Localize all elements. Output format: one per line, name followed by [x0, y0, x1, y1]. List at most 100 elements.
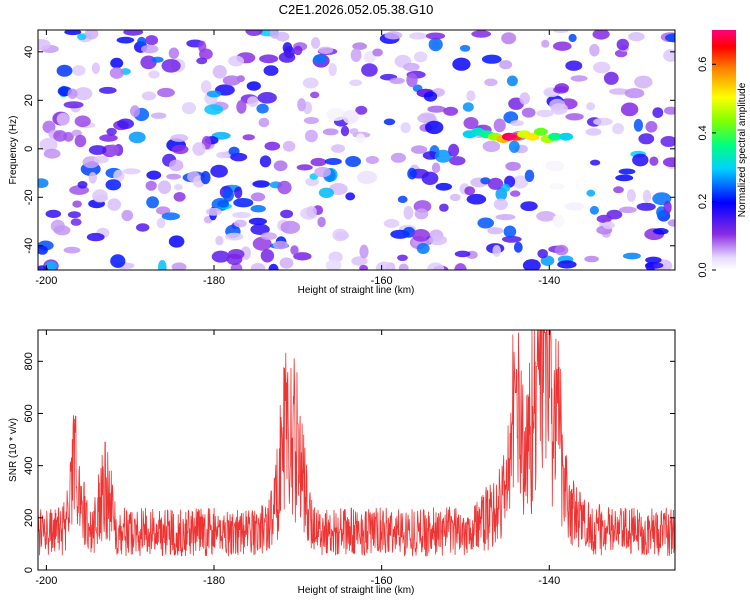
heat-cell	[250, 192, 266, 202]
heat-cell	[384, 31, 403, 40]
heat-cell	[53, 130, 67, 142]
heat-cell	[277, 180, 292, 195]
heat-cell	[326, 107, 347, 121]
heat-cell	[454, 250, 471, 258]
heat-cell	[45, 261, 57, 270]
heat-cell	[293, 45, 303, 56]
heat-cell	[411, 145, 428, 154]
heat-cell	[325, 259, 342, 270]
heat-cell	[38, 39, 51, 51]
heat-cell	[74, 134, 87, 148]
heat-cell	[215, 235, 224, 246]
heat-cell	[92, 189, 108, 203]
x-tick-label: -140	[538, 575, 560, 587]
heat-cell	[619, 206, 637, 214]
heat-cell	[146, 170, 162, 180]
x-tick-label: -160	[371, 575, 393, 587]
heat-cell	[297, 98, 306, 112]
heat-cell	[145, 180, 157, 191]
heat-cell	[156, 217, 166, 229]
heat-cell	[258, 117, 270, 128]
heat-cell	[428, 37, 443, 52]
heat-cell	[168, 235, 185, 248]
heat-cell	[501, 235, 522, 243]
heat-cell	[260, 249, 275, 263]
heat-cell	[365, 156, 379, 164]
heat-cell	[413, 51, 428, 63]
heat-cell	[552, 214, 565, 228]
heat-cell	[524, 169, 535, 182]
heat-cell	[259, 54, 279, 64]
heat-cell	[359, 264, 368, 270]
colorbar-tick-label: 0.4	[697, 125, 709, 140]
y-tick-label: 600	[23, 404, 35, 422]
heat-cell	[130, 105, 140, 117]
heat-cell	[170, 134, 189, 142]
heat-cell	[88, 172, 97, 184]
heat-cell	[303, 117, 319, 124]
heat-cell	[268, 263, 279, 270]
heat-cell	[169, 159, 184, 172]
heat-cell	[398, 263, 409, 270]
heat-cell	[592, 30, 610, 40]
heat-cell	[242, 134, 255, 141]
heat-cell	[397, 254, 408, 261]
heat-cell	[649, 156, 659, 166]
heat-cell	[477, 217, 495, 229]
heat-cell	[435, 182, 452, 191]
heat-cell	[495, 214, 516, 221]
heat-cell	[63, 101, 84, 109]
heat-cell	[137, 36, 147, 47]
heat-cell	[279, 257, 294, 269]
heat-cell	[74, 87, 93, 101]
heat-cell	[390, 152, 406, 163]
heat-cell	[361, 63, 378, 77]
heat-cell	[427, 105, 446, 113]
heat-cell	[536, 109, 554, 118]
colorbar-tick-label: 0.0	[697, 262, 709, 277]
heat-cell	[317, 216, 326, 228]
heat-cell	[38, 245, 48, 255]
spectrogram-y-ticks: -40 -20 0 20 40	[23, 46, 675, 254]
heat-cell	[406, 73, 418, 88]
heat-cell	[272, 240, 289, 250]
heat-cell	[593, 61, 611, 74]
heat-cell	[56, 64, 73, 77]
heat-cell	[660, 136, 675, 147]
heat-cell	[550, 103, 568, 115]
heat-cell	[510, 190, 521, 197]
heat-cell	[633, 118, 644, 132]
heat-cell	[570, 75, 588, 82]
heat-cell	[357, 170, 378, 184]
colorbar: 0.0 0.2 0.4 0.6 Normalized spectral amplitu…	[697, 30, 748, 278]
heat-cell	[205, 207, 222, 216]
heat-cell	[590, 159, 601, 166]
heat-cell	[233, 198, 254, 208]
colorbar-ticks: 0.0 0.2 0.4 0.6	[697, 57, 716, 278]
heat-cell	[462, 102, 474, 112]
heat-cell	[226, 253, 243, 265]
heat-cell	[422, 151, 439, 160]
heat-cell	[151, 112, 167, 119]
y-tick-label: 200	[23, 509, 35, 527]
heat-cell	[487, 227, 504, 235]
heat-cell	[431, 162, 441, 174]
heat-cell	[123, 30, 144, 36]
heat-cell	[448, 143, 460, 157]
heat-cell	[171, 262, 187, 270]
heat-cell	[520, 201, 538, 212]
heat-cell	[383, 118, 396, 126]
heat-cell	[345, 156, 361, 167]
heat-cell	[116, 36, 135, 44]
heat-cell	[584, 255, 599, 263]
heat-cell	[589, 205, 600, 215]
heat-cell	[56, 112, 70, 126]
heat-cell	[632, 153, 649, 167]
heat-cell	[204, 104, 224, 115]
heat-cell	[383, 218, 400, 228]
heat-cell	[252, 180, 270, 188]
heat-cell	[553, 86, 569, 94]
heat-cell	[565, 60, 583, 71]
heat-cell	[389, 77, 405, 85]
